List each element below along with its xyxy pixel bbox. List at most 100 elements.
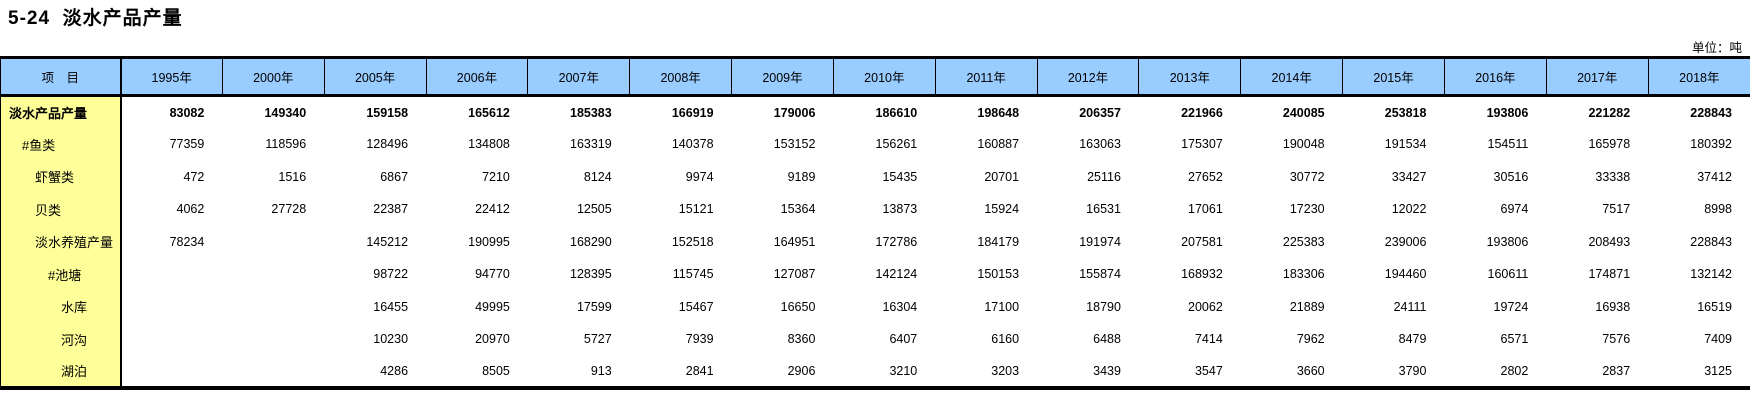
column-header-year: 2014年	[1240, 57, 1343, 97]
table-cell: 239006	[1384, 234, 1427, 249]
table-row: 淡水养殖产量 78234 145212 190995 168290 152518 16495…	[0, 225, 1750, 258]
column-header-year: 1995年	[120, 57, 223, 97]
table-cell: 30516	[1493, 169, 1529, 184]
table-cell	[121, 356, 223, 389]
table-cell: 149340	[264, 105, 307, 120]
column-header-year: 2007年	[527, 57, 630, 97]
table-cell: 8505	[482, 363, 510, 378]
table-cell: 16455	[373, 299, 409, 314]
data-table: 项 目 1995年 2000年 2005年 2006年 2007年 2008年 2009年 20…	[0, 56, 1750, 390]
table-cell: 7939	[685, 332, 714, 347]
table-cell	[222, 323, 324, 356]
table-cell: 13873	[882, 202, 918, 217]
table-cell: 20062	[1188, 299, 1223, 314]
column-header-year: 2016年	[1443, 57, 1547, 97]
table-cell: 16531	[1086, 202, 1121, 217]
table-cell: 165978	[1588, 137, 1631, 152]
table-cell	[121, 291, 223, 324]
page-title: 5-24 淡水产品产量	[8, 8, 183, 29]
table-cell: 7210	[482, 169, 510, 184]
table-cell: 6867	[380, 169, 409, 184]
table-cell: 78234	[169, 234, 205, 249]
table-cell: 191974	[1079, 234, 1121, 249]
table-cell: 3203	[991, 363, 1020, 378]
table-cell: 12022	[1391, 202, 1427, 217]
table-cell: 1516	[278, 169, 307, 184]
column-header-item: 项 目	[0, 57, 122, 97]
table-cell: 198648	[977, 105, 1020, 120]
table-cell: 21889	[1289, 299, 1325, 314]
column-header-year: 2013年	[1138, 57, 1241, 97]
table-cell: 4286	[380, 363, 409, 378]
table-cell: 6407	[889, 332, 918, 347]
table-row: 淡水产品产量 83082 149340 159158 165612 185383 16691…	[0, 95, 1750, 128]
table-cell: 2837	[1602, 363, 1631, 378]
table-row: 贝类 4062 27728 22387 22412 12505 15121 15364 1387…	[0, 193, 1750, 226]
table-cell: 33427	[1391, 169, 1427, 184]
table-row: 河沟 10230 20970 5727 7939 8360 6407 6160 6488 7414…	[0, 323, 1750, 356]
table-cell: 30772	[1289, 169, 1325, 184]
table-cell: 172786	[875, 234, 918, 249]
table-cell: 163319	[570, 137, 612, 152]
table-cell: 3439	[1093, 363, 1121, 378]
table-cell: 3660	[1296, 363, 1325, 378]
table-cell: 22412	[475, 202, 510, 217]
table-cell: 15364	[780, 202, 816, 217]
table-cell: 16304	[882, 299, 918, 314]
table-cell: 153152	[773, 137, 816, 152]
unit-label: 单位：吨	[1691, 41, 1742, 55]
table-cell: 16938	[1595, 299, 1631, 314]
table-cell: 221282	[1588, 105, 1631, 120]
table-cell: 164951	[773, 234, 816, 249]
table-cell: 4062	[176, 202, 205, 217]
table-cell: 472	[183, 169, 205, 184]
table-cell: 179006	[773, 105, 816, 120]
table-cell: 152518	[671, 234, 714, 249]
table-cell: 159158	[366, 105, 409, 120]
table-cell: 207581	[1181, 234, 1223, 249]
table-cell: 20701	[984, 169, 1020, 184]
table-cell: 6571	[1500, 332, 1529, 347]
table-cell: 7576	[1602, 332, 1631, 347]
table-cell: 208493	[1588, 234, 1631, 249]
table-cell: 6974	[1500, 202, 1529, 217]
table-cell: 22387	[373, 202, 409, 217]
table-cell: 3125	[1704, 363, 1732, 378]
table-row: #池塘 98722 94770 128395 115745 127087 142124 150…	[0, 258, 1750, 291]
table-cell: 186610	[875, 105, 918, 120]
table-cell: 8998	[1704, 202, 1732, 217]
table-cell: 184179	[977, 234, 1020, 249]
table-cell: 191534	[1384, 137, 1427, 152]
table-cell: 5727	[583, 332, 612, 347]
column-header-year: 2017年	[1545, 57, 1649, 97]
table-cell: 2841	[685, 363, 714, 378]
table-cell: 190048	[1282, 137, 1325, 152]
table-cell: 913	[590, 363, 612, 378]
table-cell: 25116	[1087, 169, 1121, 184]
table-cell: 193806	[1486, 105, 1529, 120]
table-cell: 160887	[977, 137, 1020, 152]
table-cell: 225383	[1282, 234, 1325, 249]
table-cell: 2906	[787, 363, 816, 378]
table-cell: 3790	[1398, 363, 1427, 378]
table-cell: 8479	[1398, 332, 1427, 347]
table-cell	[121, 258, 223, 291]
table-cell: 33338	[1595, 169, 1631, 184]
column-header-year: 2015年	[1342, 57, 1445, 97]
table-cell: 193806	[1486, 234, 1529, 249]
table-cell: 228843	[1690, 234, 1732, 249]
table-cell: 9974	[685, 169, 714, 184]
table-cell: 15435	[882, 169, 918, 184]
table-cell: 27728	[271, 202, 307, 217]
table-cell: 132142	[1690, 267, 1732, 282]
table-cell	[222, 291, 324, 324]
row-label: 虾蟹类	[0, 160, 122, 193]
table-cell: 6160	[991, 332, 1020, 347]
table-cell: 49995	[475, 299, 510, 314]
table-cell: 156261	[875, 137, 918, 152]
table-cell: 190995	[468, 234, 510, 249]
table-cell: 15467	[678, 299, 714, 314]
table-cell: 174871	[1588, 267, 1631, 282]
column-header-year: 2012年	[1036, 57, 1139, 97]
table-cell: 94770	[475, 267, 510, 282]
